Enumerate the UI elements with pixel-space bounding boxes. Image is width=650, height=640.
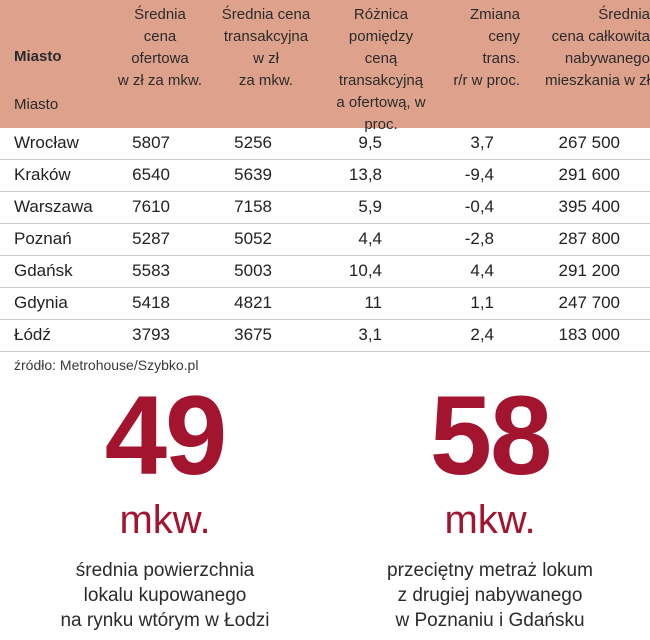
cell-offer: 5583 (132, 261, 170, 280)
cell-diff: 5,9 (358, 197, 382, 216)
table-header: Miasto Miasto Średnia cena ofertowa w zł za… (0, 0, 650, 133)
cell-diff: 4,4 (358, 229, 382, 248)
cell-offer: 5418 (132, 293, 170, 312)
cell-total: 267 500 (558, 133, 620, 152)
column-header-city: Miasto (14, 48, 62, 65)
cell-total: 291 600 (558, 165, 620, 184)
cell-city: Wrocław (14, 133, 79, 152)
source-note: źródło: Metrohouse/Szybko.pl (14, 357, 199, 373)
table-row: Łódź 3793 3675 3,1 2,4 183 000 (0, 320, 650, 352)
cell-offer: 3793 (132, 325, 170, 344)
cell-diff: 9,5 (358, 133, 382, 152)
cell-transaction: 5256 (234, 133, 272, 152)
cell-total: 183 000 (558, 325, 620, 344)
cell-diff: 10,4 (348, 261, 382, 280)
cell-city: Warszawa (14, 197, 93, 216)
price-table: Miasto Miasto Średnia cena ofertowa w zł za… (0, 0, 650, 352)
table-row: Wrocław 5807 5256 9,5 3,7 267 500 (0, 128, 650, 160)
column-header-city-sub: Miasto (14, 96, 59, 113)
cell-total: 291 200 (558, 261, 620, 280)
table-body: Wrocław 5807 5256 9,5 3,7 267 500 Kraków 6540 56… (0, 128, 650, 352)
table-row: Warszawa 7610 7158 5,9 -0,4 395 400 (0, 192, 650, 224)
stat-value: 58 (429, 373, 553, 498)
cell-transaction: 4821 (234, 293, 272, 312)
cell-city: Poznań (14, 229, 72, 248)
column-header-yoy-change: Zmiana ceny trans. r/r w proc. (453, 6, 520, 89)
cell-transaction: 5003 (234, 261, 272, 280)
cell-diff: 11 (364, 293, 382, 312)
cell-change: -2,8 (464, 229, 494, 248)
column-header-price-difference: Różnica pomiędzy ceną transakcyjną a ofertow… (336, 6, 426, 133)
cell-offer: 5807 (132, 133, 170, 152)
stat-description: przeciętny metraż lokum z drugiej nabywan… (387, 560, 593, 631)
cell-change: -9,4 (464, 165, 494, 184)
cell-offer: 7610 (132, 197, 170, 216)
cell-city: Kraków (14, 165, 71, 184)
cell-city: Gdańsk (14, 261, 73, 280)
stat-value: 49 (104, 373, 228, 498)
table-row: Poznań 5287 5052 4,4 -2,8 287 800 (0, 224, 650, 256)
cell-change: 3,7 (470, 133, 494, 152)
cell-offer: 6540 (132, 165, 170, 184)
cell-offer: 5287 (132, 229, 170, 248)
cell-transaction: 5052 (234, 229, 272, 248)
cell-total: 395 400 (558, 197, 620, 216)
cell-change: -0,4 (464, 197, 494, 216)
column-header-total-price: Średnia cena całkowita nabywanego mieszkani… (544, 6, 650, 89)
cell-city: Łódź (14, 325, 51, 344)
table-row: Kraków 6540 5639 13,8 -9,4 291 600 (0, 160, 650, 192)
cell-transaction: 5639 (234, 165, 272, 184)
cell-transaction: 3675 (234, 325, 272, 344)
column-header-transaction-price: Średnia cena transakcyjna w zł za mkw. (221, 6, 311, 89)
cell-total: 287 800 (558, 229, 620, 248)
cell-total: 247 700 (558, 293, 620, 312)
cell-change: 1,1 (470, 293, 494, 312)
cell-diff: 3,1 (358, 325, 382, 344)
stat-block-poznan-gdansk: 58 mkw. przeciętny metraż lokum z drugiej… (330, 380, 650, 633)
column-header-offer-price: Średnia cena ofertowa w zł za mkw. (117, 6, 203, 89)
stat-block-lodz: 49 mkw. średnia powierzchnia lokalu kupow… (0, 380, 330, 633)
stat-unit: mkw. (119, 498, 211, 542)
table-row: Gdynia 5418 4821 11 1,1 247 700 (0, 288, 650, 320)
cell-change: 2,4 (470, 325, 494, 344)
cell-transaction: 7158 (234, 197, 272, 216)
cell-city: Gdynia (14, 293, 68, 312)
stat-unit: mkw. (444, 498, 536, 542)
cell-change: 4,4 (470, 261, 494, 280)
table-row: Gdańsk 5583 5003 10,4 4,4 291 200 (0, 256, 650, 288)
cell-diff: 13,8 (348, 165, 382, 184)
stat-description: średnia powierzchnia lokalu kupowanego na … (60, 560, 270, 631)
